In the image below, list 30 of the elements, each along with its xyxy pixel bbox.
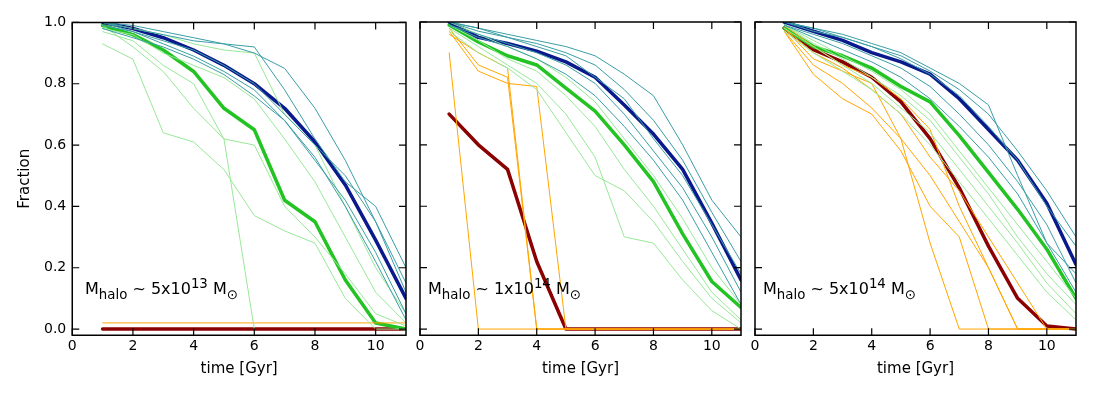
- x-tick-label: 0: [750, 337, 760, 354]
- x-tick-label: 0: [67, 337, 77, 354]
- x-tick-label: 2: [473, 337, 483, 354]
- x-axis-title: time [Gyr]: [541, 358, 620, 377]
- x-tick-label: 10: [702, 337, 721, 354]
- x-tick-label: 10: [366, 337, 385, 354]
- y-tick-label: 0.6: [44, 135, 67, 152]
- y-tick-label: 0.8: [44, 74, 67, 91]
- x-tick-label: 2: [808, 337, 818, 354]
- x-tick-label: 6: [925, 337, 935, 354]
- x-tick-label: 8: [310, 337, 320, 354]
- x-axis-title: time [Gyr]: [876, 358, 955, 377]
- y-tick-label: 0.0: [44, 319, 67, 336]
- x-axis-title: time [Gyr]: [200, 358, 278, 377]
- x-tick-label: 6: [590, 337, 600, 354]
- x-tick-label: 4: [189, 337, 199, 354]
- x-tick-label: 4: [532, 337, 542, 354]
- x-tick-label: 10: [1037, 337, 1056, 354]
- y-tick-label: 0.4: [44, 197, 67, 214]
- x-tick-label: 6: [249, 337, 259, 354]
- y-tick-label: 1.0: [44, 13, 67, 30]
- x-tick-label: 2: [128, 337, 138, 354]
- annotation: M$_{halo}$ ~ 5x10$^{13}$ M$_{⊙}$: [85, 276, 238, 302]
- x-tick-label: 0: [415, 337, 425, 354]
- x-tick-label: 4: [867, 337, 877, 354]
- y-axis-title: Fraction: [14, 148, 33, 209]
- y-tick-label: 0.2: [44, 258, 67, 275]
- x-tick-label: 8: [648, 337, 658, 354]
- annotation: M$_{halo}$ ~ 5x10$^{14}$ M$_{⊙}$: [763, 276, 916, 302]
- x-tick-label: 8: [983, 337, 993, 354]
